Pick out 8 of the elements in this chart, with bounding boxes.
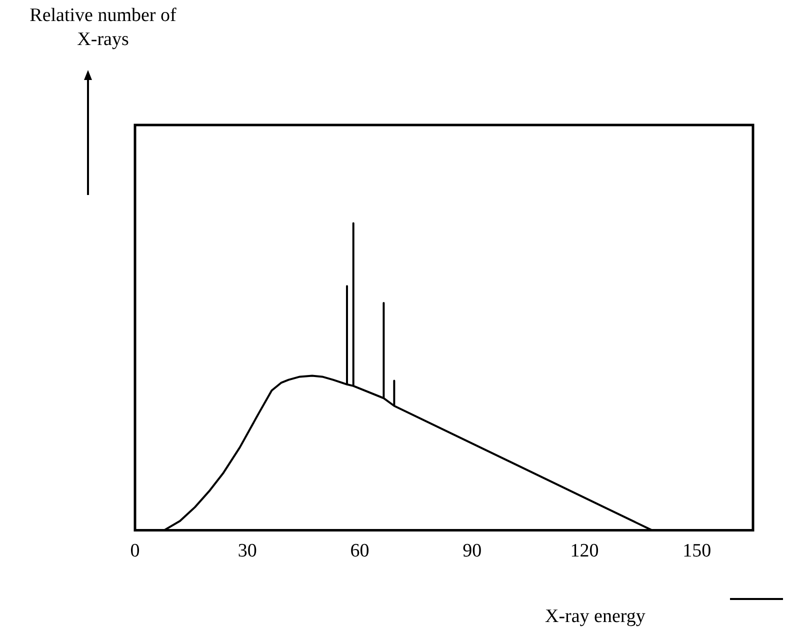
x-axis-title: X-ray energy	[545, 606, 646, 628]
x-tick-label: 60	[350, 540, 370, 562]
text: Relative number of X-rays	[28, 4, 178, 52]
x-tick-label: 0	[130, 540, 140, 562]
x-tick-label: 150	[682, 540, 712, 562]
x-tick-label: 90	[462, 540, 482, 562]
x-tick-label: 120	[570, 540, 599, 562]
x-tick-label: 30	[238, 540, 257, 562]
